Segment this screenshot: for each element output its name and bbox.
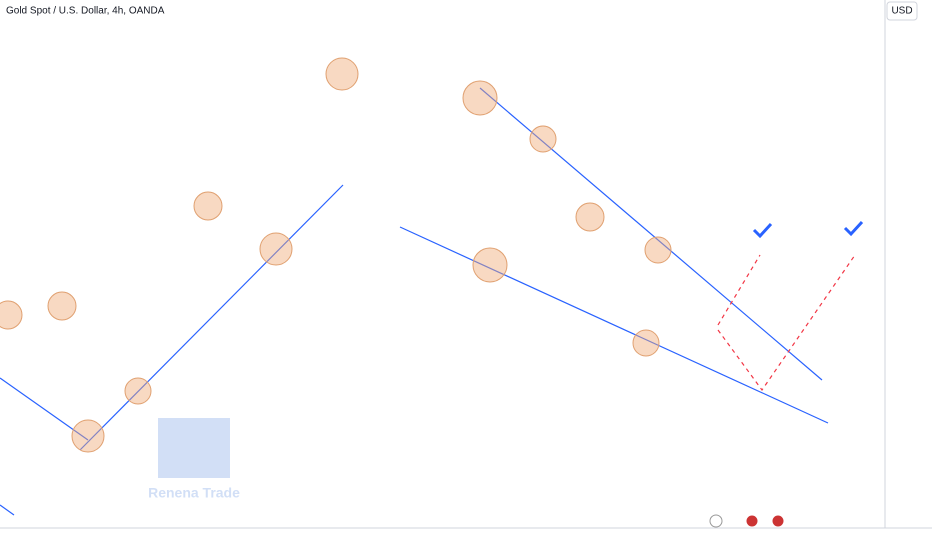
currency-box[interactable] — [886, 1, 918, 21]
watermark-text: Renena Trade — [148, 485, 240, 501]
price-axis — [885, 0, 932, 550]
highlight-circle — [632, 329, 660, 357]
highlight-circle — [575, 202, 605, 232]
checkmark — [843, 220, 864, 237]
highlight-circle — [193, 191, 223, 221]
event-icon — [745, 514, 759, 528]
projection-line — [717, 254, 761, 326]
watermark-logo — [158, 418, 230, 478]
highlight-circle — [644, 236, 672, 264]
projection-line — [717, 254, 856, 392]
highlight-circle — [259, 232, 293, 266]
highlight-circle — [462, 80, 498, 116]
event-icon — [709, 514, 723, 528]
checkmarks — [752, 220, 864, 239]
event-icon — [771, 514, 785, 528]
trend-line — [479, 87, 823, 381]
watermark: Renena Trade — [148, 418, 240, 501]
highlight-circle — [325, 57, 359, 91]
circles — [0, 57, 672, 453]
highlight-circle — [0, 300, 23, 330]
highlight-circle — [124, 377, 152, 405]
highlight-circle — [529, 125, 557, 153]
currency[interactable]: USD — [891, 6, 912, 17]
projection — [717, 254, 856, 392]
trend-line — [399, 226, 829, 424]
checkmark — [752, 222, 773, 239]
highlight-circle — [71, 419, 105, 453]
highlight-circle — [472, 247, 508, 283]
highlight-circle — [47, 291, 77, 321]
chart-title: Gold Spot / U.S. Dollar, 4h, OANDA — [6, 6, 165, 17]
event-icons — [709, 514, 785, 528]
trend-line — [79, 184, 344, 451]
trend-line — [0, 504, 15, 516]
